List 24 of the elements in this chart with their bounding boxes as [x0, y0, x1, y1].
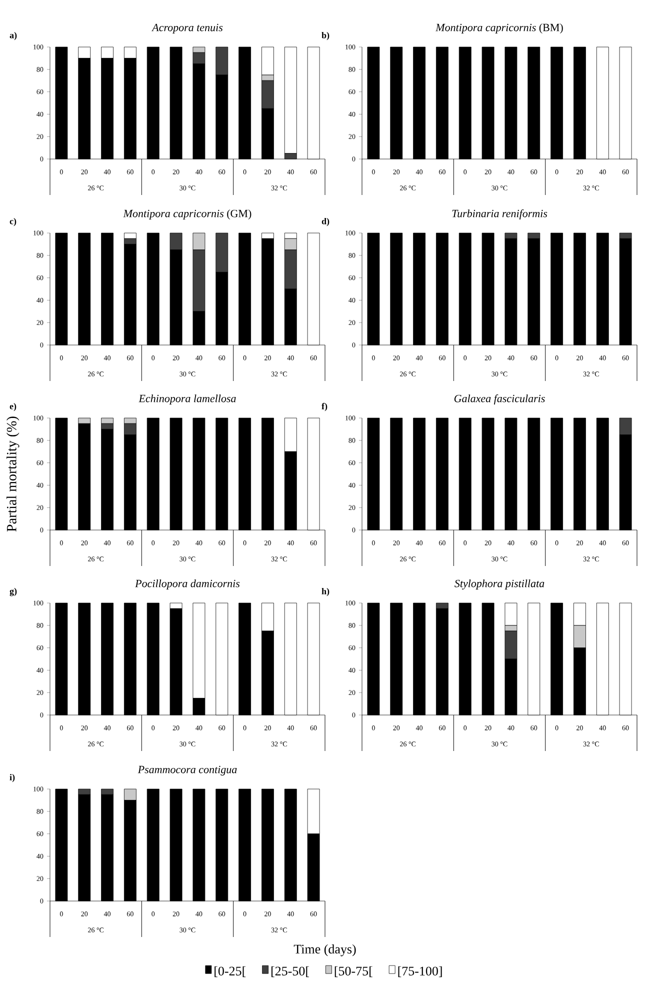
text: c) [10, 218, 16, 226]
chart-title: Turbinaria reniformis [452, 209, 548, 220]
chart-title: Psammocora contigua [138, 766, 237, 776]
legend-label: [25-50[ [271, 966, 310, 978]
text: f) [322, 402, 328, 412]
text: i) [10, 774, 15, 782]
chart-title: Montipora capricornis (BM) [436, 24, 563, 34]
chart-title: Acropora tenuis [152, 24, 223, 34]
chart-title: Montipora capricornis (GM) [123, 210, 252, 220]
text: e) [10, 402, 16, 412]
text: g) [10, 588, 17, 596]
chart-title: Galaxea fascicularis [454, 394, 545, 404]
y-axis-title: Partial mortality (%) [6, 416, 20, 532]
x-axis-title: Time (days) [294, 944, 356, 956]
chart-title: Pocillopora damicornis [135, 580, 240, 590]
text: b) [322, 32, 330, 40]
legend-label: [0-25[ [214, 966, 246, 978]
chart-title: Echinopora lamellosa [138, 394, 236, 404]
legend-label: [75-100] [398, 966, 442, 978]
text: d) [322, 218, 330, 226]
text: a) [10, 32, 17, 40]
legend-label: [50-75[ [334, 966, 372, 978]
text: h) [322, 588, 330, 596]
chart-title: Stylophora pistillata [454, 579, 544, 590]
